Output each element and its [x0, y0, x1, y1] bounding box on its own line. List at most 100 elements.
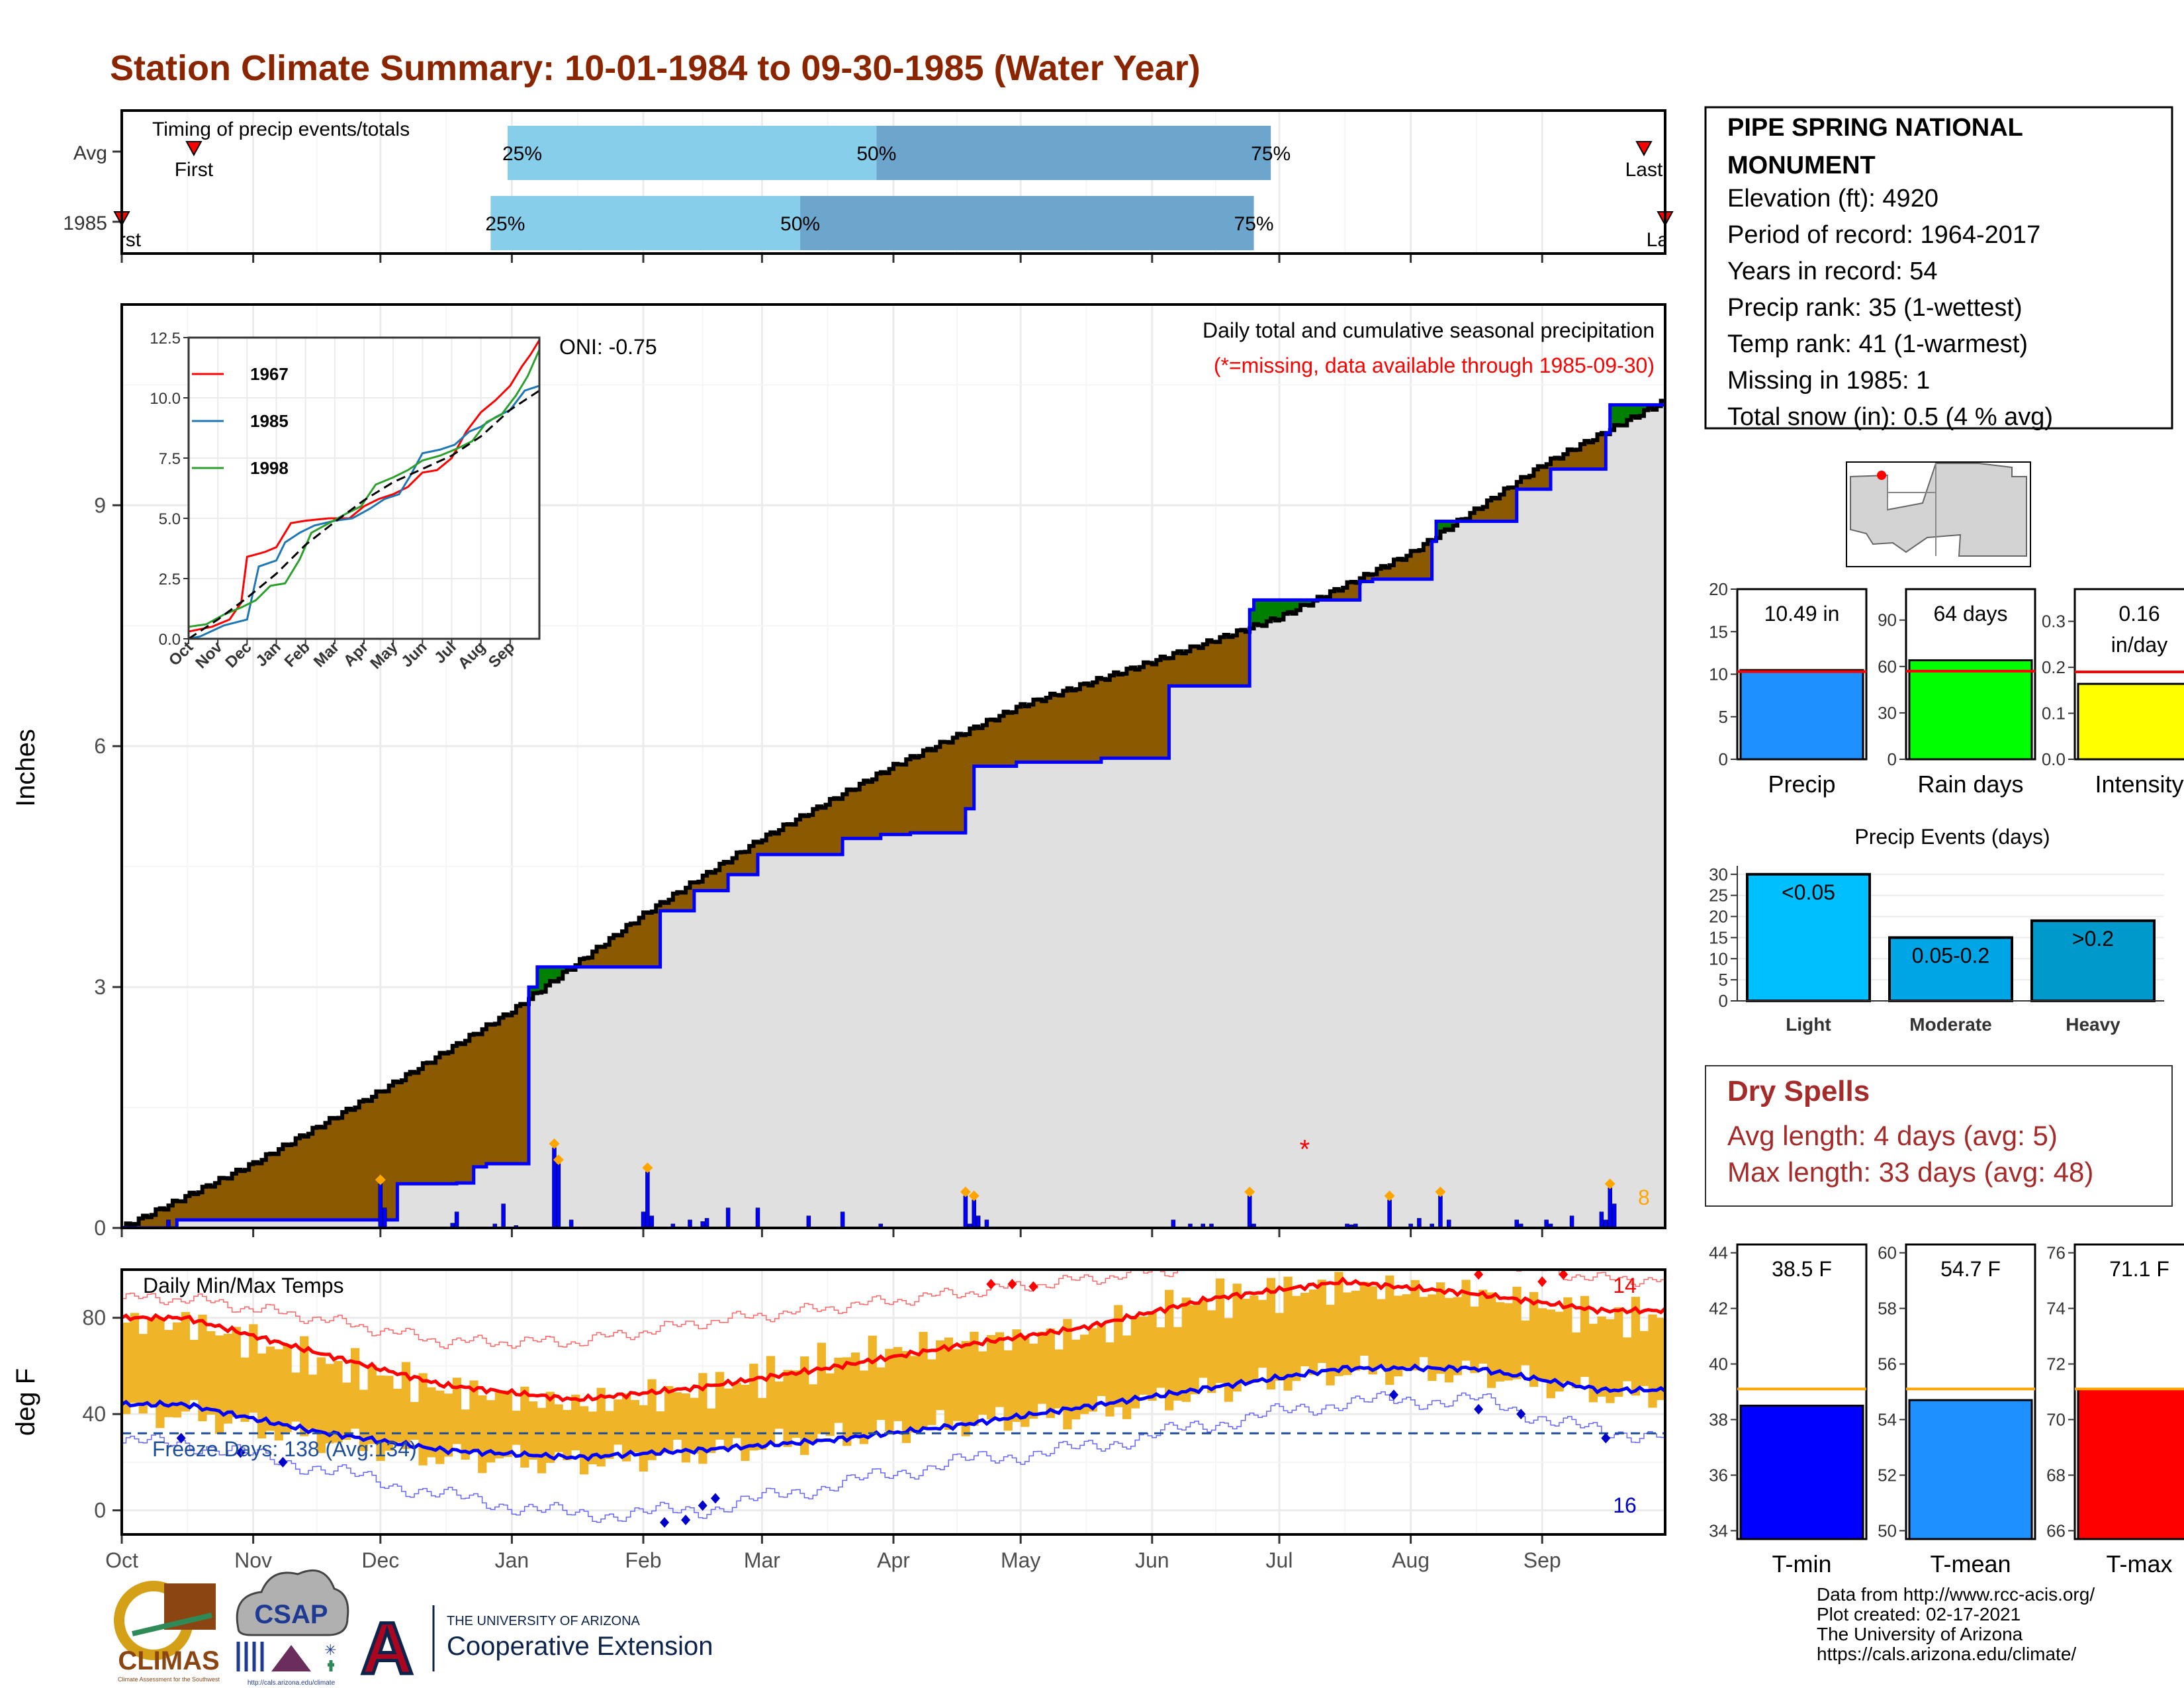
- summary-y-tick-label: 50: [1878, 1521, 1897, 1540]
- daily-temp-range-bar: [283, 1344, 292, 1432]
- temperature-frame: [120, 1268, 1666, 1536]
- daily-temp-range-bar: [223, 1333, 233, 1424]
- record-low-marker: [681, 1515, 691, 1526]
- daily-temp-range-bar: [1555, 1311, 1564, 1392]
- daily-temp-range-bar: [910, 1356, 919, 1433]
- extreme-precip-marker: [549, 1138, 560, 1149]
- daily-temp-range-bar: [1054, 1349, 1064, 1409]
- temp-y-tick-label: 0: [94, 1499, 106, 1523]
- summary-value-bar: [2077, 1387, 2184, 1540]
- daily-temp-range-bar: [545, 1391, 555, 1463]
- dry-spells-avg: Avg length: 4 days (avg: 5): [1727, 1120, 2058, 1151]
- csap-wordmark: CSAP: [254, 1600, 328, 1629]
- precip-y-tick-label: 0: [94, 1216, 106, 1240]
- daily-temp-range-bar: [639, 1405, 648, 1472]
- daily-temp-range-bar: [1622, 1337, 1632, 1382]
- record-low-marker: [1516, 1409, 1526, 1420]
- events-bar-heavy: [2030, 919, 2156, 1002]
- daily-temp-range-bar: [885, 1348, 894, 1432]
- daily-temp-range-bar: [1588, 1323, 1598, 1403]
- daily-precip-bar: [1438, 1196, 1443, 1228]
- daily-precip-bar: [972, 1199, 976, 1228]
- daily-temp-range-bar: [995, 1332, 1005, 1407]
- ua-name: THE UNIVERSITY OF ARIZONA: [447, 1614, 641, 1628]
- daily-temp-range-bar: [1105, 1342, 1115, 1417]
- precip-summary-panels: 0 5 10 15 20 10.49 in Precip 0 30 60 90 64 days Rain…: [1709, 579, 2184, 798]
- events-y-tick-label: 15: [1709, 927, 1728, 947]
- daily-temp-range-bar: [164, 1330, 173, 1417]
- daily-temp-range-bar: [1563, 1297, 1572, 1382]
- daily-temp-range-bar: [707, 1408, 716, 1454]
- daily-temp-range-bar: [1148, 1311, 1157, 1401]
- daily-temp-range-bar: [792, 1370, 801, 1438]
- freeze-days-label: Freeze Days: 138 (Avg:134): [152, 1437, 417, 1461]
- month-tick-label: Aug: [1392, 1548, 1430, 1572]
- record-high-marker: [1559, 1270, 1569, 1280]
- daily-temp-range-bar: [1224, 1318, 1233, 1402]
- daily-precip-bar: [1353, 1223, 1358, 1228]
- record-high-marker: [986, 1278, 996, 1289]
- arizona-a-icon: A: [361, 1608, 413, 1688]
- daily-precip-bar: [878, 1223, 884, 1228]
- daily-temp-range-bar: [732, 1382, 741, 1438]
- daily-temp-range-bar: [1461, 1280, 1471, 1361]
- month-tick-label: Mar: [744, 1548, 780, 1572]
- daily-precip-bar: [1387, 1199, 1392, 1228]
- daily-temp-range-bar: [774, 1381, 784, 1429]
- daily-temp-range-bar: [1190, 1305, 1199, 1395]
- daily-precip-bar: [378, 1184, 383, 1228]
- daily-precip-bar: [755, 1207, 760, 1228]
- summary-y-tick-label: 68: [2046, 1465, 2066, 1485]
- daily-temp-range-bar: [1529, 1291, 1539, 1387]
- inset-x-tick-label: Apr: [340, 638, 372, 670]
- daily-temp-range-bar: [1521, 1320, 1530, 1366]
- daily-precip-bar: [1251, 1223, 1256, 1228]
- daily-temp-range-bar: [512, 1411, 521, 1445]
- daily-precip-bar: [1247, 1196, 1252, 1228]
- credit-line3: The University of Arizona: [1817, 1624, 2023, 1644]
- record-high-marker: [1389, 1250, 1398, 1260]
- daily-temp-range-bar: [1165, 1289, 1174, 1411]
- summary-y-tick-label: 40: [1709, 1354, 1728, 1374]
- daily-precip-bar: [382, 1207, 387, 1228]
- daily-temp-range-bar: [1436, 1282, 1445, 1374]
- station-precip-rank: Precip rank: 35 (1-wettest): [1727, 294, 2023, 322]
- daily-temp-range-bar: [147, 1318, 156, 1405]
- daily-temp-range-bar: [1343, 1292, 1352, 1376]
- daily-temp-range-bar: [232, 1327, 241, 1418]
- daily-precip-bar: [704, 1218, 709, 1228]
- temperature-panel: Daily Min/Max Temps Freeze Days: 138 (Av…: [11, 1250, 1666, 1572]
- daily-temp-range-bar: [334, 1361, 343, 1443]
- daily-precip-bar: [501, 1203, 506, 1228]
- inset-x-tick-label: Jan: [252, 638, 284, 670]
- daily-temp-range-bar: [181, 1312, 190, 1412]
- daily-temp-range-bar: [1275, 1313, 1284, 1381]
- events-bar-moderate: [1888, 936, 2013, 1002]
- daily-temp-range-bar: [1308, 1289, 1318, 1376]
- temp-chart-title: Daily Min/Max Temps: [143, 1274, 343, 1297]
- timing-panel-frame: [120, 109, 1666, 255]
- record-low-marker: [1474, 1403, 1484, 1415]
- events-y-tick-label: 5: [1719, 970, 1728, 990]
- daily-temp-range-bar: [1453, 1297, 1462, 1376]
- extreme-precip-marker: [375, 1174, 386, 1186]
- daily-temp-range-bar: [1088, 1328, 1097, 1412]
- timing-1985-last-label: Last: [1647, 229, 1684, 251]
- climas-subtitle: Climate Assessment for the Southwest: [118, 1676, 220, 1683]
- daily-temp-range-bar: [1241, 1298, 1250, 1383]
- daily-temp-range-bar: [944, 1337, 954, 1430]
- month-tick-label: Jul: [1266, 1548, 1293, 1572]
- above-avg-area: [122, 404, 1661, 1228]
- precip-main-panel: * ONI: -0.75 Daily total and cumulative …: [11, 303, 1666, 1240]
- timing-avg-q50-label: 50%: [856, 143, 896, 165]
- daily-temp-range-bar: [1114, 1305, 1123, 1407]
- daily-precip-bar: [840, 1211, 845, 1228]
- daily-temp-range-bar: [800, 1356, 809, 1455]
- daily-temp-range-bar: [698, 1373, 707, 1464]
- daily-precip-bar: [1349, 1224, 1354, 1228]
- daily-precip-bar: [1569, 1215, 1574, 1228]
- events-bar-label: 0.05-0.2: [1912, 943, 1989, 967]
- daily-temp-range-bar: [571, 1394, 580, 1450]
- inset-x-tick-label: Jun: [398, 638, 430, 671]
